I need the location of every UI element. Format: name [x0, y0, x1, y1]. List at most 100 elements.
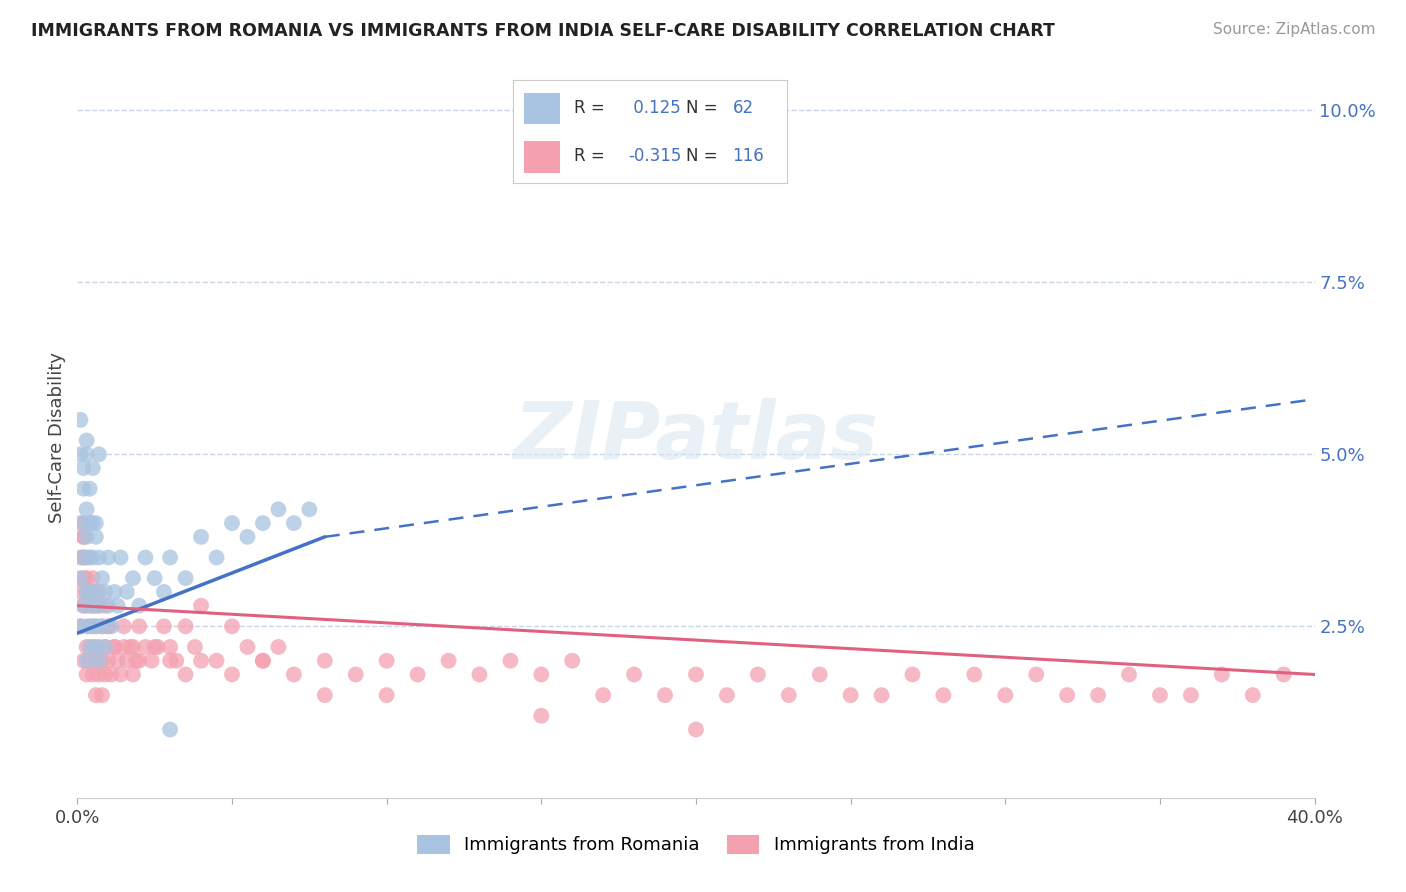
- Point: [1272, 667, 1295, 681]
- Point: [134, 550, 156, 565]
- Point: [76, 447, 98, 461]
- Point: [205, 654, 228, 668]
- Point: [107, 654, 129, 668]
- Point: [76, 585, 98, 599]
- Point: [72, 482, 94, 496]
- Point: [159, 640, 181, 654]
- Point: [118, 640, 141, 654]
- Point: [252, 654, 274, 668]
- Point: [79, 585, 101, 599]
- Point: [134, 640, 156, 654]
- Point: [122, 640, 145, 654]
- Point: [84, 599, 107, 613]
- Point: [84, 654, 107, 668]
- Point: [159, 654, 181, 668]
- Point: [1087, 688, 1109, 702]
- Point: [72, 530, 94, 544]
- Point: [654, 688, 676, 702]
- Point: [91, 619, 114, 633]
- Point: [91, 654, 114, 668]
- Point: [994, 688, 1017, 702]
- Point: [69, 585, 91, 599]
- Point: [79, 550, 101, 565]
- Point: [159, 550, 181, 565]
- Point: [267, 502, 290, 516]
- Point: [252, 516, 274, 530]
- Point: [901, 667, 924, 681]
- FancyBboxPatch shape: [524, 93, 560, 124]
- Point: [808, 667, 831, 681]
- Point: [122, 667, 145, 681]
- Point: [69, 571, 91, 585]
- Point: [839, 688, 862, 702]
- Point: [870, 688, 893, 702]
- Point: [406, 667, 429, 681]
- Point: [100, 667, 122, 681]
- Text: IMMIGRANTS FROM ROMANIA VS IMMIGRANTS FROM INDIA SELF-CARE DISABILITY CORRELATIO: IMMIGRANTS FROM ROMANIA VS IMMIGRANTS FR…: [31, 22, 1054, 40]
- Text: N =: N =: [686, 100, 723, 118]
- Point: [69, 619, 91, 633]
- Point: [72, 550, 94, 565]
- Point: [314, 654, 336, 668]
- Point: [76, 502, 98, 516]
- Point: [143, 571, 166, 585]
- Point: [72, 599, 94, 613]
- Point: [128, 599, 150, 613]
- Point: [91, 619, 114, 633]
- Point: [82, 619, 104, 633]
- Text: R =: R =: [574, 146, 610, 165]
- Text: N =: N =: [686, 146, 723, 165]
- Point: [72, 571, 94, 585]
- Point: [1149, 688, 1171, 702]
- Point: [97, 599, 120, 613]
- Point: [76, 654, 98, 668]
- Point: [165, 654, 187, 668]
- Point: [79, 585, 101, 599]
- Text: 62: 62: [733, 100, 754, 118]
- Point: [190, 654, 212, 668]
- Point: [1118, 667, 1140, 681]
- Point: [76, 599, 98, 613]
- Point: [72, 550, 94, 565]
- Point: [69, 413, 91, 427]
- Point: [82, 599, 104, 613]
- Text: 0.125: 0.125: [628, 100, 681, 118]
- Point: [84, 640, 107, 654]
- Point: [87, 599, 110, 613]
- FancyBboxPatch shape: [524, 141, 560, 173]
- Point: [236, 640, 259, 654]
- Point: [1025, 667, 1047, 681]
- Point: [221, 516, 243, 530]
- Point: [685, 723, 707, 737]
- Point: [174, 619, 197, 633]
- Point: [252, 654, 274, 668]
- Point: [76, 640, 98, 654]
- Point: [91, 571, 114, 585]
- Point: [153, 619, 176, 633]
- Point: [1056, 688, 1078, 702]
- Point: [87, 667, 110, 681]
- Point: [314, 688, 336, 702]
- Point: [87, 550, 110, 565]
- Point: [87, 447, 110, 461]
- Point: [76, 571, 98, 585]
- Point: [97, 619, 120, 633]
- Point: [375, 688, 398, 702]
- Point: [76, 619, 98, 633]
- Point: [344, 667, 367, 681]
- Point: [283, 516, 305, 530]
- Point: [112, 640, 135, 654]
- Point: [190, 599, 212, 613]
- Point: [143, 640, 166, 654]
- Point: [236, 530, 259, 544]
- Point: [298, 502, 321, 516]
- Point: [128, 654, 150, 668]
- Point: [112, 619, 135, 633]
- Point: [79, 482, 101, 496]
- Point: [146, 640, 169, 654]
- Point: [1180, 688, 1202, 702]
- Point: [747, 667, 769, 681]
- Point: [84, 516, 107, 530]
- Text: -0.315: -0.315: [628, 146, 682, 165]
- Point: [115, 654, 138, 668]
